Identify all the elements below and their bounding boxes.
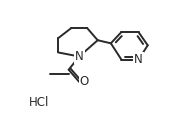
Text: HCl: HCl bbox=[29, 96, 49, 109]
Text: N: N bbox=[75, 50, 84, 63]
Text: N: N bbox=[134, 53, 143, 66]
Text: O: O bbox=[80, 75, 89, 88]
